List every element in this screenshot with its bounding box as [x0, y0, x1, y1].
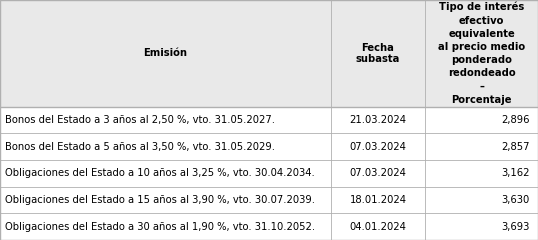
- Bar: [0, 133, 538, 160]
- Text: 2,857: 2,857: [501, 142, 530, 152]
- Text: 3,630: 3,630: [501, 195, 530, 205]
- Bar: [0, 0, 538, 107]
- Text: Obligaciones del Estado a 10 años al 3,25 %, vto. 30.04.2034.: Obligaciones del Estado a 10 años al 3,2…: [5, 168, 315, 178]
- Bar: [0, 160, 538, 187]
- Text: Bonos del Estado a 3 años al 2,50 %, vto. 31.05.2027.: Bonos del Estado a 3 años al 2,50 %, vto…: [5, 115, 275, 125]
- Bar: [0, 213, 538, 240]
- Text: 04.01.2024: 04.01.2024: [350, 222, 406, 232]
- Text: 07.03.2024: 07.03.2024: [350, 168, 406, 178]
- Text: Obligaciones del Estado a 30 años al 1,90 %, vto. 31.10.2052.: Obligaciones del Estado a 30 años al 1,9…: [5, 222, 315, 232]
- Text: Fecha
subasta: Fecha subasta: [356, 43, 400, 64]
- Text: Bonos del Estado a 5 años al 3,50 %, vto. 31.05.2029.: Bonos del Estado a 5 años al 3,50 %, vto…: [5, 142, 275, 152]
- Text: 2,896: 2,896: [501, 115, 530, 125]
- Text: Emisión: Emisión: [144, 48, 187, 58]
- Text: Tipo de interés
efectivo
equivalente
al precio medio
ponderado
redondeado
–
Porc: Tipo de interés efectivo equivalente al …: [438, 2, 525, 105]
- Text: Obligaciones del Estado a 15 años al 3,90 %, vto. 30.07.2039.: Obligaciones del Estado a 15 años al 3,9…: [5, 195, 315, 205]
- Text: 07.03.2024: 07.03.2024: [350, 142, 406, 152]
- Bar: [0, 107, 538, 133]
- Text: 3,162: 3,162: [501, 168, 530, 178]
- Text: 21.03.2024: 21.03.2024: [350, 115, 406, 125]
- Bar: [0, 187, 538, 213]
- Text: 18.01.2024: 18.01.2024: [350, 195, 406, 205]
- Text: 3,693: 3,693: [501, 222, 530, 232]
